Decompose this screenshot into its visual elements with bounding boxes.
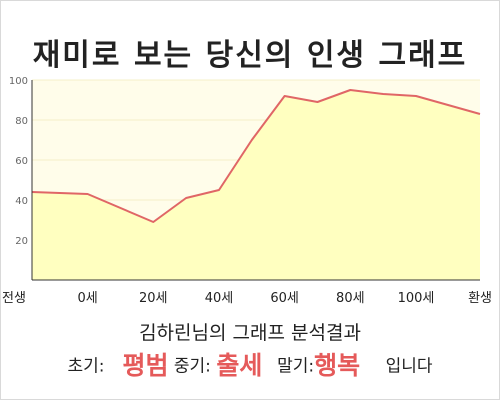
early-stage-value: 평범 — [122, 351, 169, 380]
x-tick-label: 20세 — [139, 291, 168, 306]
x-tick-label: 전생 — [2, 291, 26, 306]
y-tick-label: 80 — [15, 116, 28, 127]
early-stage-label: 초기: — [67, 356, 105, 377]
x-tick-label: 0세 — [77, 291, 97, 306]
axes — [31, 80, 480, 281]
y-tick-label: 20 — [15, 236, 28, 247]
x-tick-label: 100세 — [398, 291, 435, 306]
y-tick-label: 100 — [9, 76, 28, 87]
y-tick-label: 40 — [15, 196, 28, 207]
page-title: 재미로 보는 당신의 인생 그래프 — [32, 38, 468, 73]
y-tick-label: 60 — [15, 156, 28, 167]
y-tick-labels: 20 40 60 80 100 — [9, 76, 28, 247]
late-stage-value: 행복 — [314, 351, 361, 380]
series-line — [31, 89, 481, 223]
mid-stage-value: 출세 — [216, 351, 263, 380]
x-tick-label: 40세 — [205, 291, 234, 306]
late-stage-label: 말기: — [277, 356, 315, 377]
x-tick-labels: 전생 0세 20세 40세 60세 80세 100세 환생 — [2, 291, 492, 306]
analysis-result: 초기: 평범 중기: 출세 말기:행복 입니다 — [0, 346, 500, 382]
mid-stage-label: 중기: — [173, 356, 211, 377]
series-area — [32, 90, 480, 280]
x-tick-label: 60세 — [270, 291, 299, 306]
x-tick-label: 80세 — [336, 291, 365, 306]
x-tick-label: 환생 — [468, 291, 492, 306]
analysis-heading: 김하린님의 그래프 분석결과 — [139, 322, 361, 344]
result-suffix: 입니다 — [385, 356, 433, 377]
